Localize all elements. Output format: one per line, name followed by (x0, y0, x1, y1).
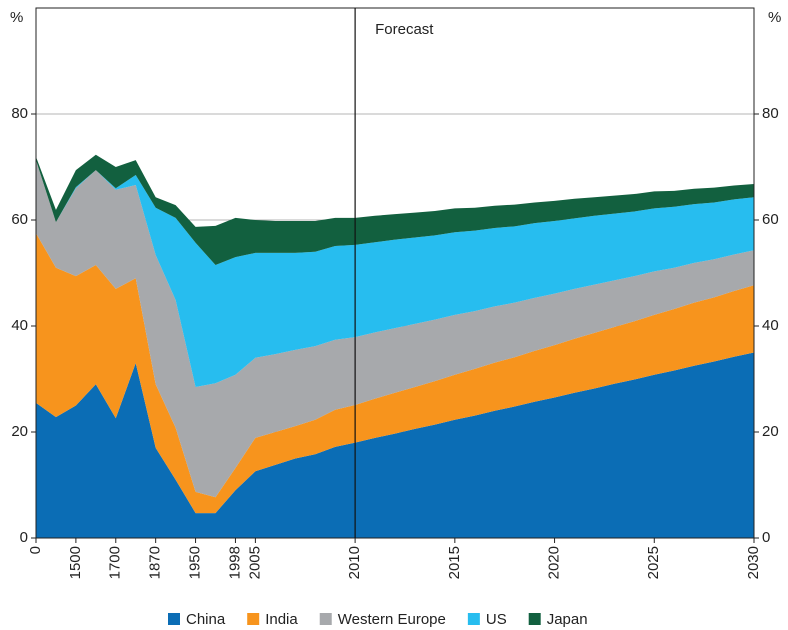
y-tick-label: 0 (20, 529, 28, 546)
x-tick-label: 1950 (187, 546, 204, 579)
y2-tick-label: 0 (762, 529, 770, 546)
y2-axis-label: % (768, 9, 781, 26)
area (36, 160, 754, 387)
legend-swatch (467, 613, 480, 625)
legend-label: Western Europe (338, 611, 446, 628)
y-tick-label: 80 (11, 105, 28, 122)
legend-swatch (319, 613, 332, 625)
y-tick-label: 20 (11, 423, 28, 440)
x-tick-label: 1700 (107, 546, 124, 579)
area (36, 160, 754, 498)
x-tick-label: 1998 (226, 546, 243, 579)
y2-tick-label: 80 (762, 105, 779, 122)
x-tick-label: 2030 (745, 546, 762, 579)
area (36, 154, 754, 266)
x-tick-label: 0 (27, 546, 44, 554)
legend-label: Japan (547, 611, 588, 628)
y2-tick-label: 40 (762, 317, 779, 334)
x-tick-label: 2010 (346, 546, 363, 579)
area (36, 352, 754, 538)
x-tick-label: 2015 (446, 546, 463, 579)
legend-label: India (265, 611, 298, 628)
area (36, 233, 754, 514)
legend-swatch (168, 613, 180, 625)
legend-label: US (486, 611, 507, 628)
y2-tick-label: 20 (762, 423, 779, 440)
x-tick-label: 2005 (246, 546, 263, 579)
y2-tick-label: 60 (762, 211, 779, 228)
y-tick-label: 40 (11, 317, 28, 334)
legend-label: China (186, 611, 226, 628)
x-tick-label: 1870 (147, 546, 164, 579)
plot-frame (35, 7, 755, 539)
x-tick-label: 2025 (645, 546, 662, 579)
y-axis-label: % (10, 9, 23, 26)
legend-swatch (247, 613, 260, 625)
annotation: Forecast (375, 21, 434, 38)
y-tick-label: 60 (11, 211, 28, 228)
x-tick-label: 1500 (67, 546, 84, 579)
legend-swatch (528, 613, 541, 625)
x-tick-label: 2020 (546, 546, 563, 579)
